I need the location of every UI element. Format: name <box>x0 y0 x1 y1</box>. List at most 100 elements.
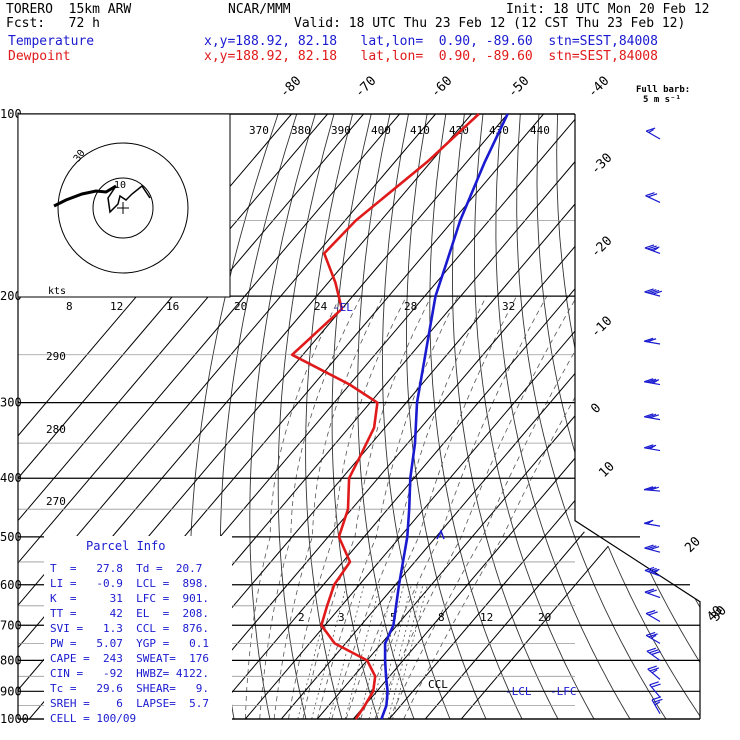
wind-barb <box>645 192 661 203</box>
wind-barb-flag <box>650 634 657 639</box>
wind-barb-flag <box>650 568 660 573</box>
isotherm <box>18 114 364 719</box>
wind-barb <box>646 647 661 661</box>
wind-barb-flag <box>652 379 659 384</box>
frame-right <box>574 114 701 719</box>
wind-barb-staff <box>644 569 661 577</box>
wind-barb-staff <box>647 668 661 680</box>
wind-barb-flag <box>646 378 657 383</box>
hodograph-origin <box>117 202 129 214</box>
isotherm-label: 40 <box>704 603 726 625</box>
parcel-row: T = 27.8 Td = 20.7 <box>50 562 203 575</box>
mixing-ratio-line <box>344 584 381 719</box>
parcel-row: SVI = 1.3 CCL = 876. <box>50 622 209 635</box>
wind-barb-staff <box>644 489 661 492</box>
wind-barb-flag <box>652 290 663 295</box>
wind-barb-staff <box>644 447 661 452</box>
isotherm <box>18 114 472 719</box>
isotherm <box>316 114 700 719</box>
dry-adiabat <box>613 114 700 719</box>
dry-adiabat <box>594 114 700 719</box>
wind-barb-flag <box>647 567 657 572</box>
wind-barb <box>647 665 661 680</box>
temperature-legend: Temperature <box>8 34 95 49</box>
wind-barb <box>644 444 661 452</box>
wind-barb-flag <box>644 244 655 249</box>
dry-adiabat <box>452 114 559 719</box>
isotherm-label: -40 <box>585 74 612 101</box>
ccl-marker: CCL <box>428 678 448 691</box>
hodograph-ring-label: 10 <box>114 180 126 191</box>
wind-barb <box>651 696 663 714</box>
mixing-ratio-line <box>392 584 428 719</box>
wind-barb <box>644 519 661 527</box>
theta-top-label: 370 <box>249 124 269 137</box>
theta-top-label: 390 <box>331 124 351 137</box>
isotherm-label: 0 <box>588 401 604 417</box>
moist-adiabat <box>403 295 637 719</box>
wind-barb-staff <box>651 699 661 714</box>
wind-barb-flag <box>645 631 656 636</box>
wind-barb-staff <box>644 416 661 421</box>
wind-barb-flag <box>643 486 654 491</box>
dry-adiabat <box>575 114 700 719</box>
wind-barb-staff <box>644 247 661 254</box>
parcel-row: CIN = -92 HWBZ= 4122. <box>50 667 209 680</box>
mixing-ratio-label: 12 <box>110 300 123 313</box>
temperature-profile <box>380 113 509 720</box>
moist-adiabat <box>302 295 432 719</box>
theta-top-label: 400 <box>371 124 391 137</box>
wind-barb-flag <box>648 633 658 638</box>
moist-adiabat <box>273 295 384 719</box>
wind-barb-flag <box>647 589 657 594</box>
mixing-ratio-line <box>328 584 365 719</box>
dry-adiabat <box>687 114 700 719</box>
wind-barb-staff <box>644 291 661 297</box>
wind-barb-flag <box>652 569 659 574</box>
dewpoint-legend: Dewpoint <box>8 49 71 64</box>
wind-barb-staff <box>644 591 661 599</box>
isotherm-label: -10 <box>588 314 615 341</box>
hodograph-ring <box>92 177 154 239</box>
wind-barb-staff <box>645 634 661 644</box>
wind-barb-flag <box>647 665 657 670</box>
dry-adiabat <box>536 114 700 719</box>
wind-key-title: Full barb: <box>636 85 691 95</box>
lcl-marker: -LCL <box>505 685 532 698</box>
pressure-tick-label: 600 <box>0 578 22 592</box>
dry-adiabat <box>249 114 316 719</box>
wind-barb-staff <box>646 650 661 661</box>
wind-barb-flag <box>649 649 659 654</box>
wind-barb-flag <box>646 486 657 491</box>
wind-barb-flag <box>646 338 657 343</box>
wind-barb-flag <box>649 445 656 450</box>
dry-adiabat <box>305 114 354 719</box>
theta-top-label: 440 <box>530 124 550 137</box>
dry-adiabat <box>474 114 595 719</box>
wind-barb <box>644 337 661 345</box>
hodograph-units-label: kts <box>48 286 66 297</box>
mixing-ratio-label: 20 <box>538 611 551 624</box>
wind-barb-flag <box>649 545 660 551</box>
wind-barb-flag <box>645 609 656 615</box>
wind-key-value: 5 m s⁻¹ <box>643 95 681 105</box>
wind-barb <box>644 413 661 421</box>
pressure-tick-label: 200 <box>0 289 22 303</box>
mixing-ratio-label: 28 <box>404 300 417 313</box>
wind-barb-flag <box>646 647 657 652</box>
dewpoint-location: x,y=188.92, 82.18 lat,lon= 0.90, -89.60 … <box>204 49 658 64</box>
wind-barb-flag <box>647 289 657 294</box>
wind-barb-flag <box>644 588 655 593</box>
wind-barb-staff <box>645 612 661 623</box>
pressure-tick-label: 800 <box>0 653 22 667</box>
parcel-info-title: Parcel Info <box>86 539 166 553</box>
theta-top-label: 410 <box>410 124 430 137</box>
isotherm <box>18 114 436 719</box>
wind-barb-flag <box>644 337 654 342</box>
wind-barb-flag <box>644 413 654 418</box>
isotherm-label: -50 <box>505 74 532 101</box>
mixing-ratio-label: 8 <box>438 611 445 624</box>
mixing-ratio-label: 12 <box>480 611 493 624</box>
init-time: Init: 18 UTC Mon 20 Feb 12 <box>506 2 710 17</box>
